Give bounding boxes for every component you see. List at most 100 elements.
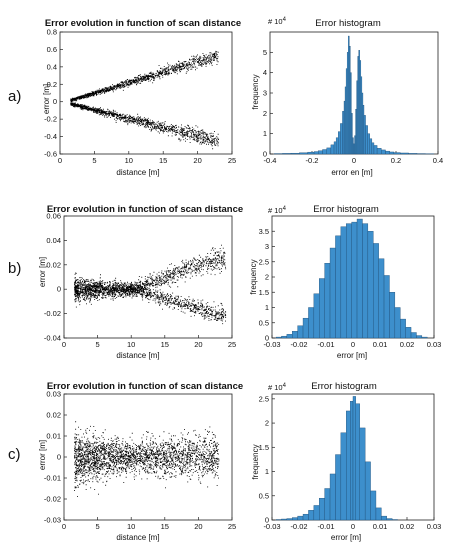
histogram-a-bar	[335, 137, 339, 155]
histogram-b-ytick-label: 2.5	[259, 257, 269, 266]
histogram-a-bar	[307, 151, 315, 155]
scatter-b-plot-frame	[63, 215, 233, 339]
scatter-b-xlabel: distance [m]	[116, 351, 159, 360]
scatter-a-plot-frame	[59, 31, 233, 155]
histogram-c-bar	[375, 507, 382, 521]
histogram-a-bar	[299, 152, 308, 155]
histogram-b-bar	[383, 275, 390, 339]
histogram-b-bar	[373, 243, 379, 339]
histogram-c-bar	[302, 513, 309, 521]
scatter-b-xtick-label: 20	[194, 340, 202, 349]
histogram-a-bar	[354, 135, 356, 155]
histogram-b-ytick-label: 0	[265, 334, 269, 343]
scatter-c-xtick-label: 0	[62, 522, 66, 531]
histogram-a-bar	[330, 144, 335, 155]
scatter-a-xtick-label: 25	[228, 156, 236, 165]
scatter-a-xtick-label: 0	[58, 156, 62, 165]
histogram-a-bar	[400, 152, 409, 155]
scatter-c-ytick-label: -0.02	[44, 495, 61, 504]
histogram-b-ylabel: frequency	[249, 259, 258, 294]
histogram-b-bar	[394, 307, 401, 339]
histogram-a-bar	[344, 86, 347, 155]
histogram-c-ylabel: frequency	[251, 444, 260, 479]
histogram-c-xtick-label: -0.02	[290, 522, 307, 531]
histogram-b-bar	[319, 278, 325, 339]
histogram-a-bar	[326, 147, 332, 155]
histogram-a-bar	[322, 149, 327, 155]
histogram-b-bar	[367, 231, 374, 339]
histogram-c-xtick-label: 0.02	[400, 522, 415, 531]
histogram-a-bar	[357, 56, 359, 155]
histogram-a-bar	[318, 150, 323, 155]
scatter-c-ytick-label: -0.01	[44, 474, 61, 483]
histogram-b-bar	[346, 223, 352, 339]
histogram-c-ytick-label: 1	[265, 467, 269, 476]
scatter-b-xtick-label: 5	[96, 340, 100, 349]
scatter-b-ytick-label: -0.04	[44, 334, 61, 343]
histogram-c-bar	[319, 497, 325, 521]
scatter-b-point-cloud	[74, 244, 227, 325]
histogram-a-title: Error histogram	[315, 18, 381, 29]
histogram-b-xtick-label: 0.03	[427, 340, 442, 349]
histogram-b-ytick-label: 0.5	[259, 318, 269, 327]
scatter-a-xtick-label: 20	[193, 156, 201, 165]
histogram-c-multiplier: # 104	[268, 383, 287, 392]
scatter-b-ytick-label: 0.02	[46, 260, 61, 269]
histogram-b-xlabel: error [m]	[337, 351, 367, 360]
histogram-b-bar	[308, 307, 315, 339]
histogram-b-ytick-label: 3.5	[259, 227, 269, 236]
scatter-c-xtick-label: 20	[194, 522, 202, 531]
histogram-b-bar	[356, 218, 363, 339]
histogram-a-bar	[290, 152, 300, 155]
scatter-c-plot-frame	[63, 393, 233, 521]
scatter-a-points	[70, 50, 219, 150]
histogram-a-bar	[365, 125, 368, 155]
histogram-a-bar	[362, 104, 365, 155]
histogram-a-ytick-label: 3	[263, 89, 267, 98]
histogram-c-bar	[324, 488, 331, 521]
histogram-b-xtick-label: -0.03	[263, 340, 280, 349]
histogram-a-multiplier: # 104	[268, 17, 287, 26]
histogram-a-bar	[381, 149, 386, 155]
histogram-a-bar	[363, 115, 366, 155]
histogram-a-ylabel: frequency	[251, 74, 260, 109]
histogram-b-xtick-label: 0	[351, 340, 355, 349]
scatter-b-ytick-label: -0.02	[44, 309, 61, 318]
histogram-c-ytick-label: 2.5	[259, 394, 269, 403]
histogram-b-bar	[410, 332, 417, 339]
histogram-c-ytick-label: 2	[265, 419, 269, 428]
histogram-c-bar	[335, 454, 342, 521]
histogram-b-xtick-label: 0.01	[373, 340, 388, 349]
histogram-a-bar	[389, 151, 395, 155]
histogram-c-ytick-label: 0.5	[259, 491, 269, 500]
histogram-b-bar	[389, 292, 396, 339]
scatter-a-ytick-label: -0.6	[44, 150, 57, 159]
histogram-a-bar	[313, 151, 319, 155]
histogram-a-ytick-label: 4	[263, 68, 267, 77]
scatter-a-ytick-label: -0.4	[44, 132, 57, 141]
histogram-a-bar	[373, 145, 378, 155]
histogram-c-bar	[313, 505, 320, 521]
histogram-a-bar	[282, 153, 292, 155]
histogram-a-bar	[342, 111, 345, 155]
scatter-b-points	[74, 244, 227, 325]
scatter-b-ytick-label: 0.04	[46, 236, 61, 245]
histogram-b-bar	[292, 331, 298, 339]
histogram-b-ytick-label: 1	[265, 303, 269, 312]
row-label-a: a)	[8, 88, 22, 105]
scatter-a-ytick-label: -0.2	[44, 115, 57, 124]
histogram-b-bar	[302, 317, 309, 339]
histogram-b-bar	[378, 258, 385, 339]
scatter-a-point-cloud	[70, 50, 219, 150]
histogram-c-bar	[329, 473, 336, 521]
histogram-c-bar	[381, 515, 387, 521]
histogram-a-ytick-label: 1	[263, 129, 267, 138]
histogram-b-bar	[335, 235, 342, 339]
histogram-a-ytick-label: 2	[263, 109, 267, 118]
histogram-c-xtick-label: 0.03	[427, 522, 442, 531]
histogram-b-bar	[329, 247, 336, 339]
